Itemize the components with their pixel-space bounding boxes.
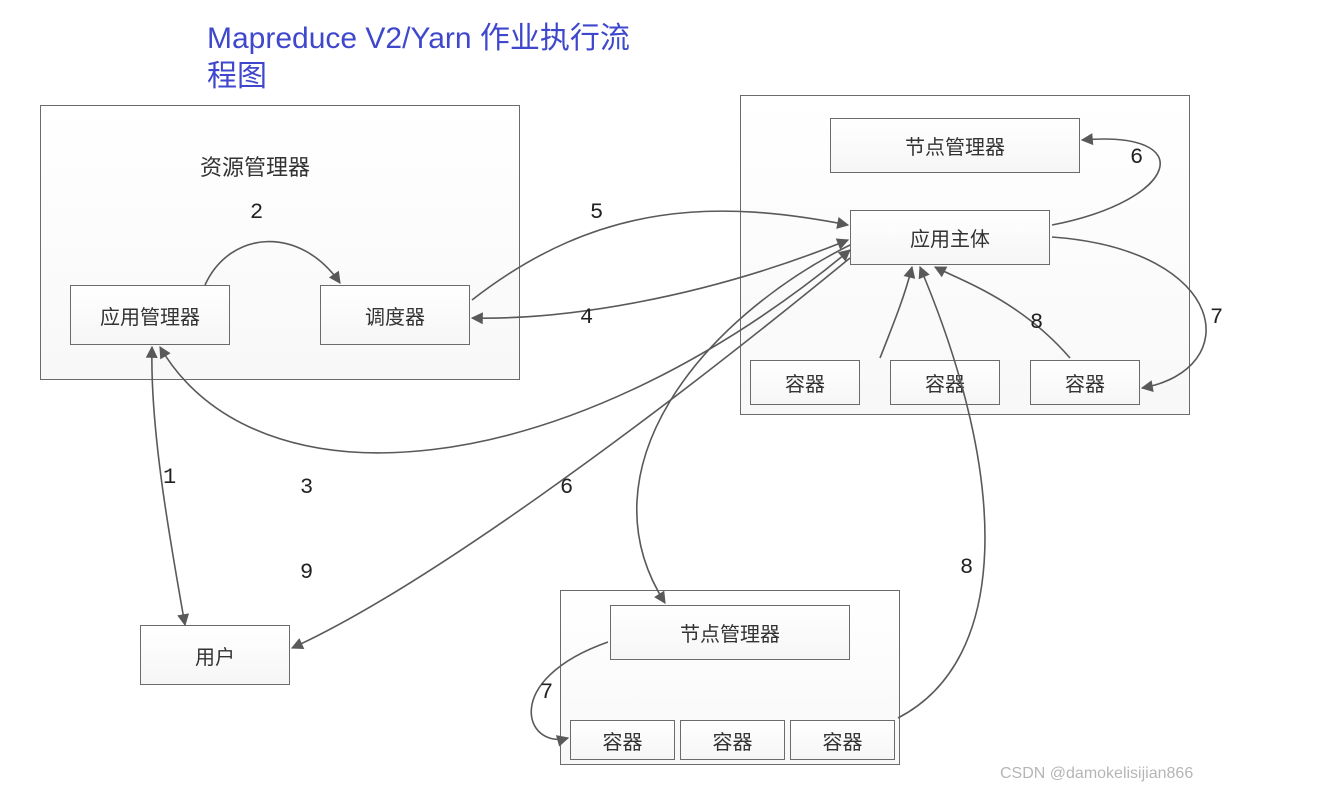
- edge-label-e8a: 8: [1030, 310, 1043, 335]
- edge-label-e6b: 6: [560, 475, 573, 500]
- app-manager-node: 应用管理器: [70, 285, 230, 345]
- edge-label-e7b: 7: [540, 680, 553, 705]
- edge-label-e6a: 6: [1130, 145, 1143, 170]
- container-bot-1: 容器: [570, 720, 675, 760]
- edge-label-e3: 3: [300, 475, 313, 500]
- edge-label-e1: 1: [163, 465, 176, 490]
- container-top-3: 容器: [1030, 360, 1140, 405]
- edge-label-e8b: 8: [960, 555, 973, 580]
- user-node: 用户: [140, 625, 290, 685]
- app-master-node: 应用主体: [850, 210, 1050, 265]
- edge-label-e4: 4: [580, 305, 593, 330]
- edge-label-e5: 5: [590, 200, 603, 225]
- watermark: CSDN @damokelisijian866: [1000, 765, 1193, 783]
- edge-label-e9: 9: [300, 560, 313, 585]
- container-bot-3: 容器: [790, 720, 895, 760]
- diagram-title: Mapreduce V2/Yarn 作业执行流 程图: [207, 20, 630, 95]
- scheduler-node: 调度器: [320, 285, 470, 345]
- container-top-2: 容器: [890, 360, 1000, 405]
- edge-label-e7a: 7: [1210, 305, 1223, 330]
- edge-label-e2: 2: [250, 200, 263, 225]
- container-bot-2: 容器: [680, 720, 785, 760]
- node-manager-bottom-node: 节点管理器: [610, 605, 850, 660]
- node-manager-top-node: 节点管理器: [830, 118, 1080, 173]
- container-top-1: 容器: [750, 360, 860, 405]
- resource-manager-label: 资源管理器: [200, 150, 310, 182]
